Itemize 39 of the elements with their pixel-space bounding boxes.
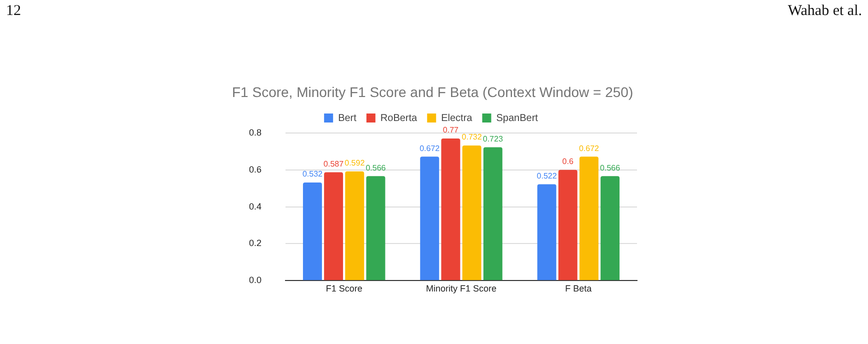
bar — [558, 170, 578, 280]
bar — [600, 176, 620, 280]
bar — [324, 172, 344, 280]
bar — [345, 171, 364, 280]
text: 12 — [6, 3, 21, 20]
bar — [441, 138, 460, 280]
bar — [483, 147, 502, 280]
x-tick-label: F1 Score — [326, 283, 362, 294]
data-label: 0.723 — [482, 134, 504, 144]
x-tick-label: F Beta — [565, 283, 592, 294]
y-tick-label: 0.8 — [248, 127, 262, 138]
data-label: 0.732 — [462, 132, 482, 142]
y-tick-label: 0.2 — [248, 238, 262, 248]
data-label: 0.532 — [302, 170, 324, 179]
data-label: 0.587 — [324, 160, 344, 168]
data-label: 0.566 — [366, 163, 386, 172]
text: Wahab et al. — [788, 3, 862, 20]
chart-title: F1 Score, Minority F1 Score and F Beta (Context Window = 250) — [232, 84, 634, 101]
data-label: 0.522 — [536, 171, 558, 180]
data-label: 0.77 — [442, 126, 460, 135]
y-tick-label: 0.0 — [248, 275, 262, 286]
bar — [579, 156, 598, 280]
legend-label: Bert — [338, 112, 357, 124]
y-tick-label: 0.6 — [248, 164, 262, 174]
legend-label: SpanBert — [496, 112, 538, 124]
bar — [302, 182, 322, 280]
bar — [537, 184, 556, 280]
data-label: 0.672 — [420, 144, 440, 153]
data-label: 0.592 — [344, 158, 366, 168]
x-tick-label: Minority F1 Score — [426, 283, 497, 294]
data-label: 0.566 — [600, 163, 621, 172]
bar — [366, 176, 386, 280]
bar — [462, 146, 482, 280]
y-tick-label: 0.4 — [248, 201, 262, 212]
data-label: 0.672 — [578, 144, 600, 153]
bar — [420, 156, 440, 280]
data-label: 0.6 — [562, 157, 574, 166]
legend-label: RoBerta — [380, 112, 418, 124]
legend-label: Electra — [441, 112, 473, 124]
